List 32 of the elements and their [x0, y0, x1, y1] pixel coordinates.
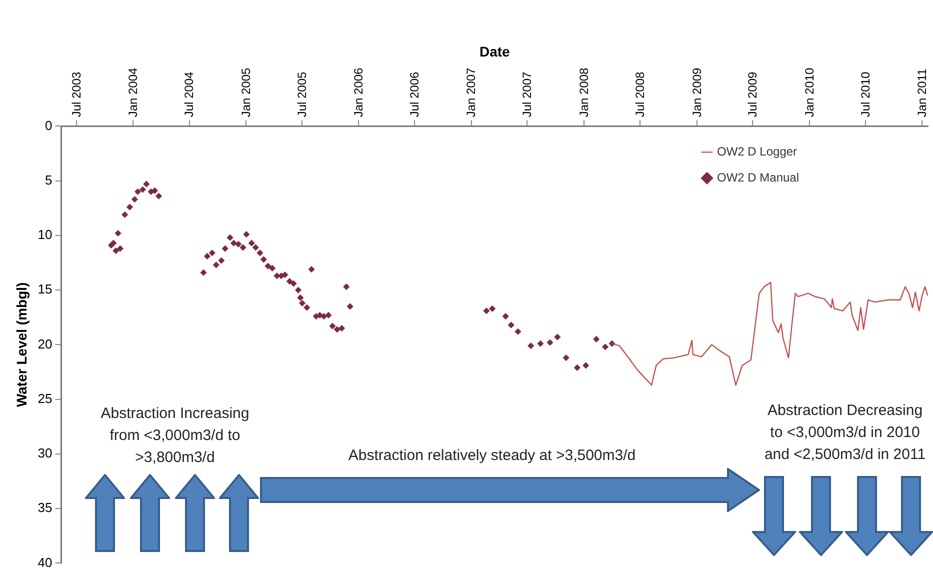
x-tick-label: Jan 2005 — [239, 67, 253, 118]
y-tick-label: 0 — [45, 118, 52, 133]
legend-label: OW2 D Logger — [717, 144, 798, 158]
annotation: Abstraction relatively steady at >3,500m3/d — [348, 447, 636, 464]
x-tick-label: Jul 2007 — [520, 71, 534, 118]
x-tick-label: Jan 2006 — [352, 67, 366, 118]
y-tick-label: 5 — [45, 172, 52, 188]
x-tick-label: Jul 2010 — [858, 71, 872, 118]
y-tick-label: 15 — [38, 282, 52, 297]
y-tick-label: 40 — [38, 554, 52, 570]
x-tick-label: Jul 2005 — [294, 71, 309, 118]
x-tick-label: Jan 2004 — [126, 67, 140, 118]
x-tick-label: Jan 2009 — [690, 67, 704, 118]
y-tick-label: 25 — [38, 390, 52, 406]
annotation: Abstraction Increasing from <3,000m3/d to >3,800m3/d — [100, 405, 250, 466]
x-tick-label: Jul 2006 — [407, 71, 422, 118]
x-tick-label: Jul 2004 — [182, 71, 196, 118]
x-tick-label: Jul 2009 — [746, 71, 760, 118]
x-tick-label: Jan 2010 — [802, 67, 816, 118]
x-axis-title: Date — [479, 43, 510, 60]
y-axis-title: Water Level (mbgl) — [13, 282, 30, 408]
y-tick-label: 35 — [38, 500, 52, 516]
x-tick-label: Jan 2011 — [915, 68, 930, 118]
y-tick-label: 10 — [38, 227, 52, 242]
x-tick-label: Jan 2007 — [464, 67, 478, 118]
y-tick-label: 30 — [38, 446, 52, 461]
legend-label: OW2 D Manual — [717, 170, 800, 184]
x-tick-label: Jul 2008 — [633, 71, 648, 118]
y-tick-label: 20 — [38, 336, 52, 352]
x-tick-label: Jan 2008 — [576, 67, 591, 118]
x-tick-label: Jul 2003 — [69, 71, 84, 118]
annotation: Abstraction Decreasing to <3,000m3/d in 2010 and <2,500m3/d in 2011 — [764, 402, 926, 464]
